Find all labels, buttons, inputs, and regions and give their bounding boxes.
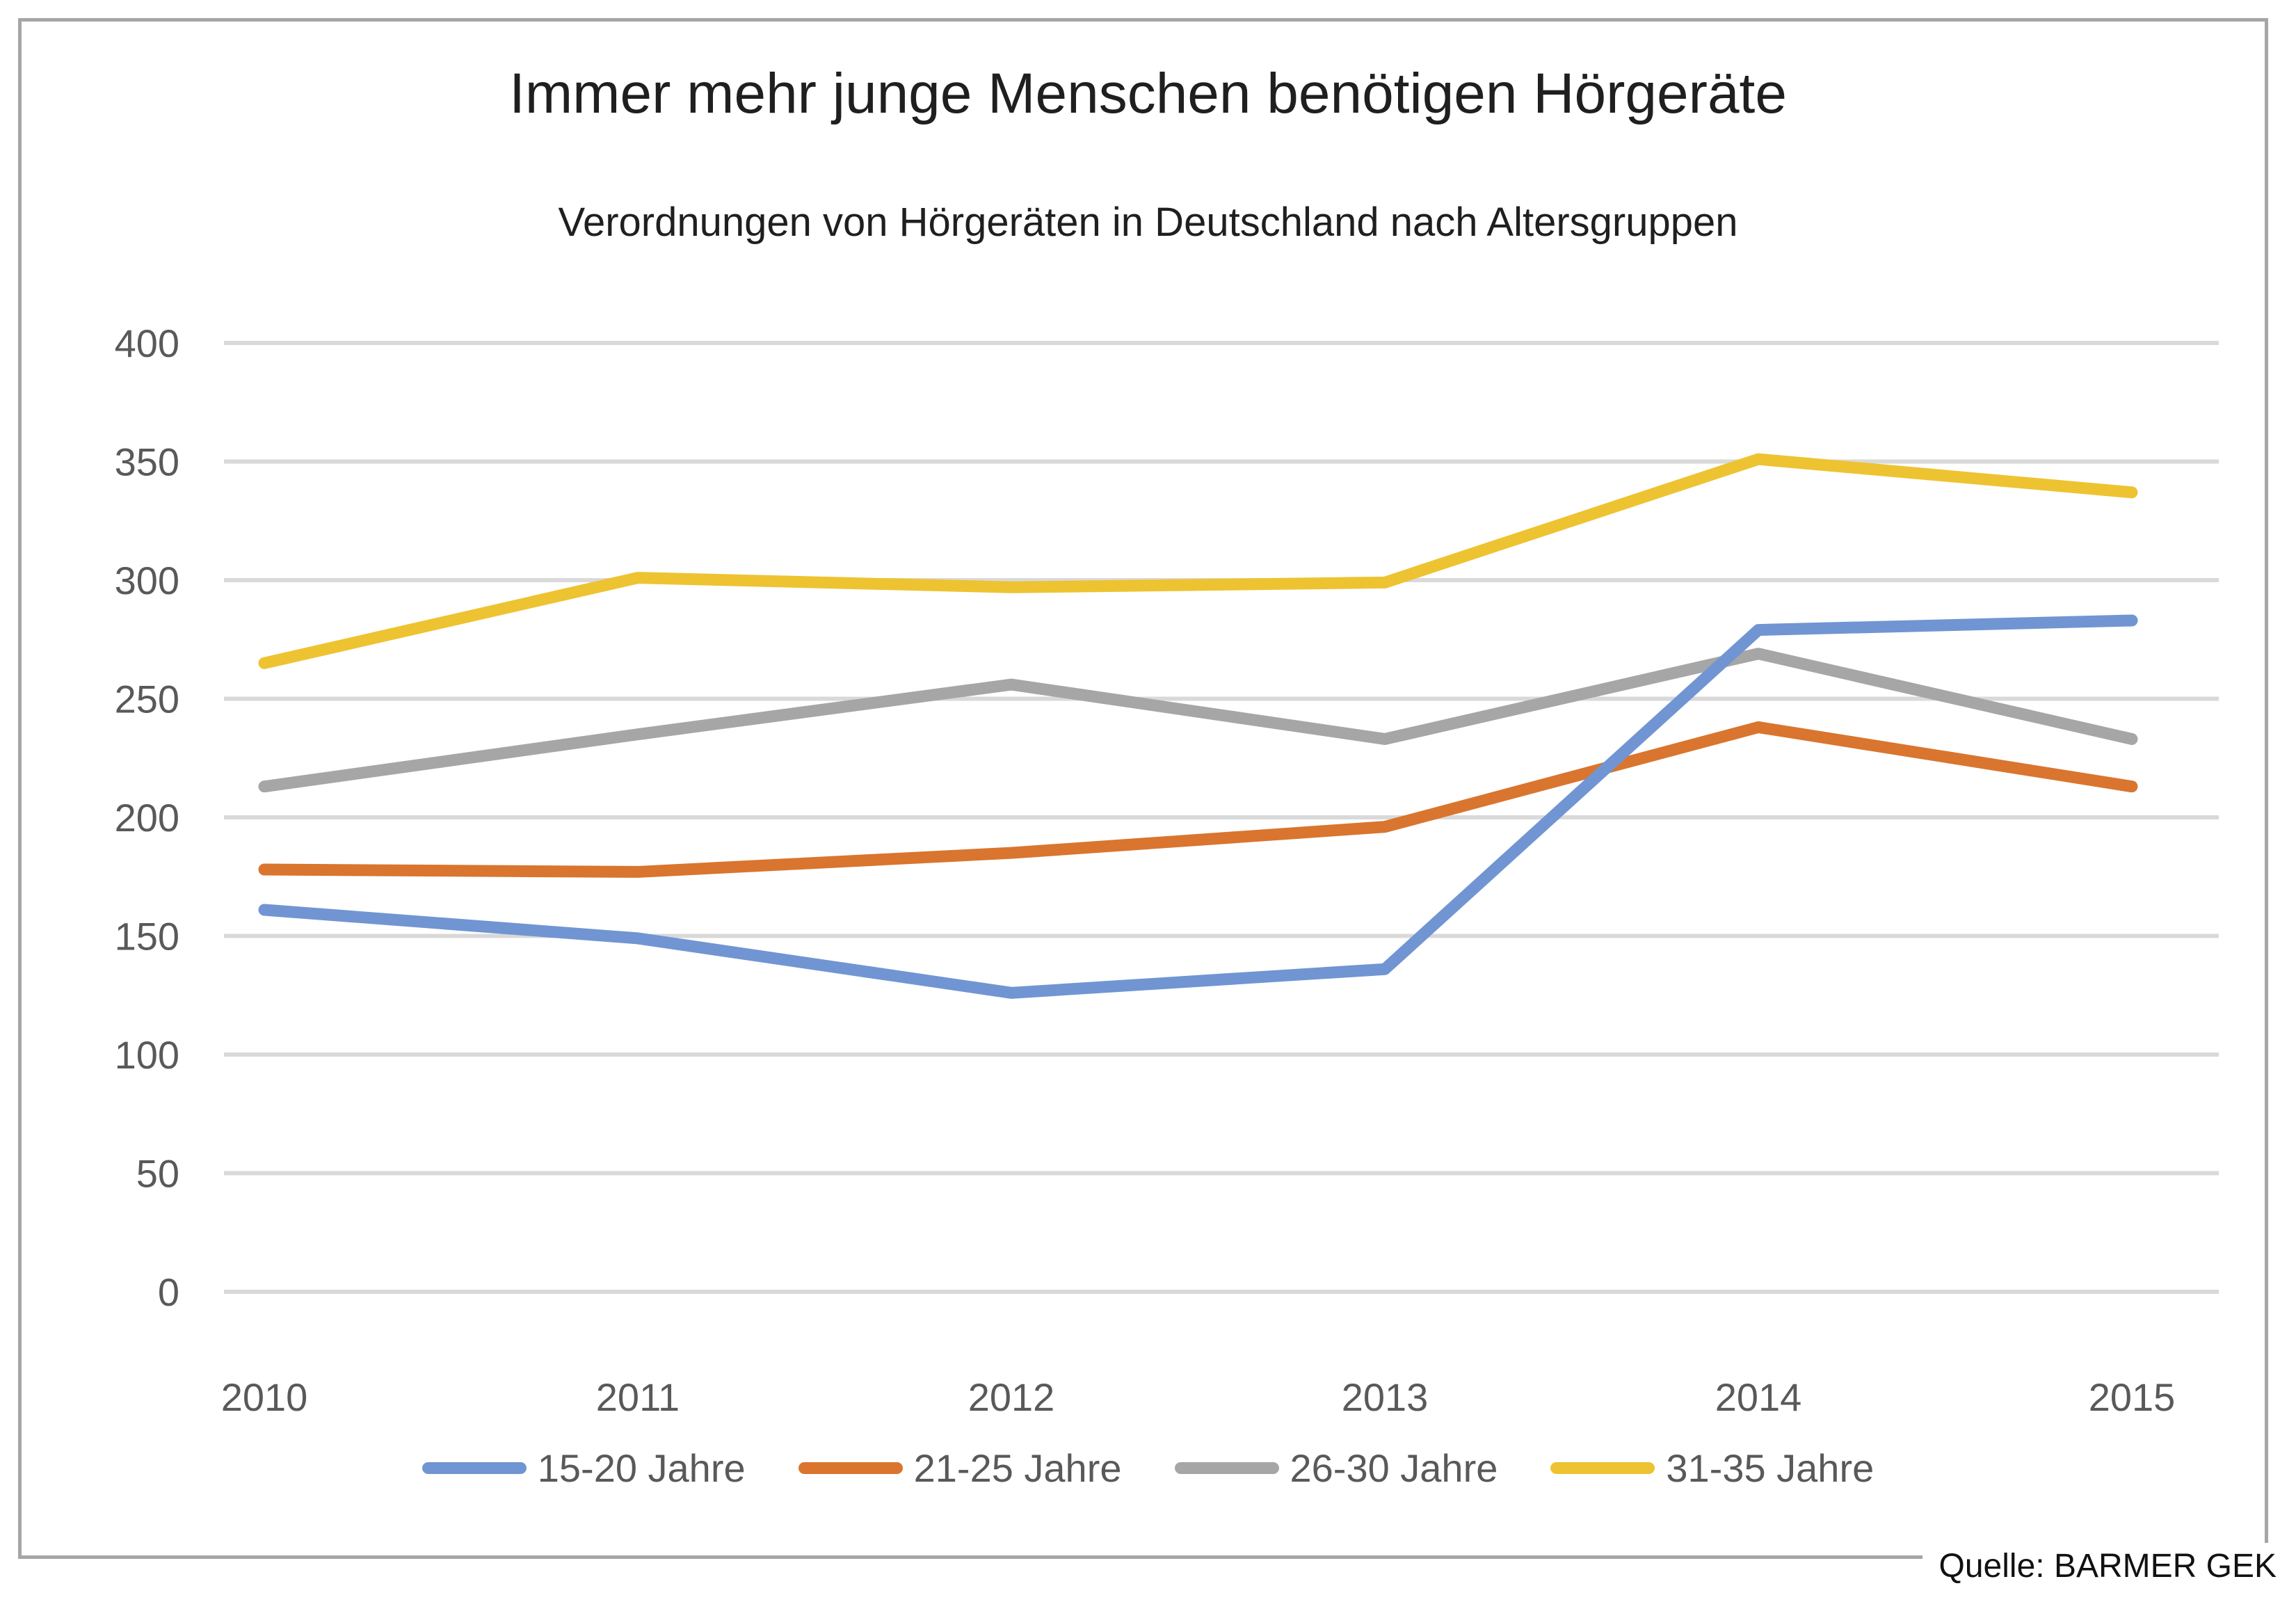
series-line-31-35-jahre (258, 453, 2138, 669)
x-tick-label-2012: 2012 (968, 1375, 1055, 1419)
series-line-21-25-jahre (258, 721, 2138, 878)
line-chart-plot-area: 400 350 300 250 200 150 100 50 0 2010 2011 2012 2013… (115, 321, 2219, 1419)
y-tick-label-0: 0 (158, 1270, 179, 1314)
legend-line-swatch-icon (1174, 1462, 1279, 1474)
legend-line-swatch-icon (798, 1462, 903, 1474)
gridlines (224, 341, 2219, 1294)
series-line-26-30-jahre (258, 648, 2138, 793)
source-attribution: Quelle: BARMER GEK (1922, 1543, 2277, 1592)
legend-item-31-35-jahre: 31-35 Jahre (1550, 1445, 1874, 1491)
x-tick-label-2015: 2015 (2089, 1375, 2176, 1419)
x-tick-label-2013: 2013 (1342, 1375, 1429, 1419)
chart-legend: 15-20 Jahre 21-25 Jahre 26-30 Jahre 31-35 J… (0, 1445, 2296, 1491)
x-axis-tick-labels: 2010 2011 2012 2013 2014 2015 (221, 1375, 2176, 1419)
y-tick-label-250: 250 (115, 678, 179, 721)
legend-item-26-30-jahre: 26-30 Jahre (1174, 1445, 1498, 1491)
legend-item-15-20-jahre: 15-20 Jahre (422, 1445, 746, 1491)
legend-label: 15-20 Jahre (537, 1446, 746, 1490)
y-axis-tick-labels: 400 350 300 250 200 150 100 50 0 (115, 321, 179, 1314)
chart-title: Immer mehr junge Menschen benötigen Hörg… (509, 62, 1787, 125)
legend-label: 26-30 Jahre (1290, 1446, 1498, 1490)
y-tick-label-350: 350 (115, 440, 179, 484)
y-tick-label-50: 50 (136, 1152, 179, 1196)
x-tick-label-2011: 2011 (596, 1375, 680, 1419)
y-tick-label-200: 200 (115, 796, 179, 840)
chart-subtitle: Verordnungen von Hörgeräten in Deutschla… (558, 200, 1738, 245)
legend-label: 31-35 Jahre (1666, 1446, 1874, 1490)
legend-line-swatch-icon (1550, 1462, 1655, 1474)
chart-border-frame (18, 18, 2268, 1559)
legend-line-swatch-icon (422, 1462, 527, 1474)
legend-label: 21-25 Jahre (913, 1446, 1122, 1490)
y-tick-label-150: 150 (115, 915, 179, 959)
y-tick-label-100: 100 (115, 1033, 179, 1077)
legend-item-21-25-jahre: 21-25 Jahre (798, 1445, 1122, 1491)
series-line-15-20-jahre (258, 614, 2138, 999)
y-tick-label-400: 400 (115, 321, 179, 365)
y-tick-label-300: 300 (115, 559, 179, 602)
x-tick-label-2010: 2010 (221, 1375, 308, 1419)
x-tick-label-2014: 2014 (1715, 1375, 1802, 1419)
